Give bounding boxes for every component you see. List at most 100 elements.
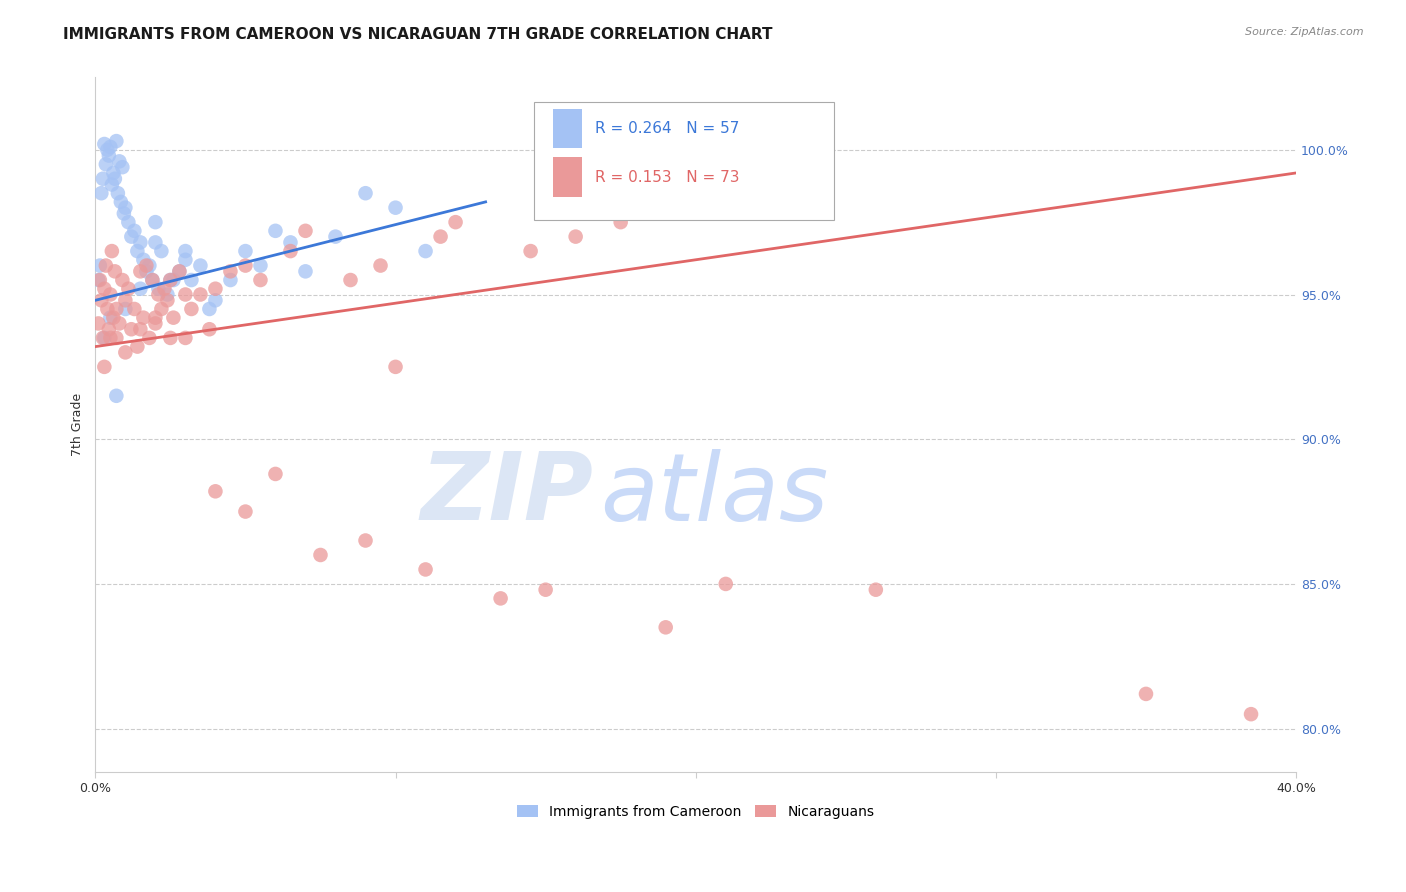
- Point: [93, 331, 115, 345]
- Point: [124, 224, 146, 238]
- Point: [564, 229, 586, 244]
- Point: [96, 301, 118, 316]
- Point: [294, 264, 316, 278]
- FancyBboxPatch shape: [553, 158, 582, 197]
- Point: [429, 229, 451, 244]
- Point: [156, 287, 179, 301]
- Point: [141, 273, 163, 287]
- FancyBboxPatch shape: [534, 102, 834, 219]
- Point: [219, 273, 242, 287]
- Point: [384, 201, 406, 215]
- Point: [111, 160, 134, 174]
- Point: [865, 582, 887, 597]
- Point: [1135, 687, 1157, 701]
- Point: [145, 235, 167, 250]
- Point: [104, 264, 127, 278]
- Text: R = 0.264   N = 57: R = 0.264 N = 57: [595, 120, 740, 136]
- Point: [370, 259, 392, 273]
- Point: [96, 143, 118, 157]
- Point: [145, 215, 167, 229]
- Point: [98, 140, 121, 154]
- Point: [114, 293, 136, 308]
- Point: [415, 562, 437, 576]
- Point: [198, 322, 221, 336]
- Point: [339, 273, 361, 287]
- Point: [235, 259, 257, 273]
- Point: [145, 317, 167, 331]
- Point: [162, 310, 184, 325]
- Point: [148, 282, 170, 296]
- Text: IMMIGRANTS FROM CAMEROON VS NICARAGUAN 7TH GRADE CORRELATION CHART: IMMIGRANTS FROM CAMEROON VS NICARAGUAN 7…: [63, 27, 773, 42]
- Point: [89, 259, 111, 273]
- Point: [156, 293, 179, 308]
- Point: [159, 273, 181, 287]
- Point: [138, 331, 160, 345]
- Point: [103, 310, 125, 325]
- Point: [654, 620, 676, 634]
- Point: [89, 273, 111, 287]
- Point: [112, 206, 135, 220]
- Point: [94, 259, 117, 273]
- Point: [104, 171, 127, 186]
- Point: [309, 548, 332, 562]
- Point: [162, 273, 184, 287]
- Point: [280, 244, 302, 258]
- Point: [94, 157, 117, 171]
- Point: [153, 282, 176, 296]
- Point: [129, 282, 152, 296]
- Point: [235, 244, 257, 258]
- Point: [169, 264, 191, 278]
- Point: [775, 120, 797, 134]
- Point: [97, 148, 120, 162]
- Point: [1240, 707, 1263, 722]
- Point: [354, 186, 377, 201]
- Point: [98, 287, 121, 301]
- Point: [280, 235, 302, 250]
- Point: [354, 533, 377, 548]
- Point: [117, 215, 139, 229]
- Point: [91, 171, 114, 186]
- Point: [120, 229, 142, 244]
- Point: [159, 331, 181, 345]
- Point: [180, 301, 202, 316]
- Point: [204, 293, 226, 308]
- Point: [174, 252, 197, 267]
- Text: ZIP: ZIP: [420, 448, 593, 541]
- Point: [132, 252, 155, 267]
- Point: [174, 244, 197, 258]
- Point: [519, 244, 541, 258]
- Point: [174, 331, 197, 345]
- Point: [264, 224, 287, 238]
- Point: [609, 215, 631, 229]
- Point: [90, 293, 112, 308]
- Point: [384, 359, 406, 374]
- Point: [101, 178, 124, 192]
- Y-axis label: 7th Grade: 7th Grade: [72, 393, 84, 457]
- Point: [93, 136, 115, 151]
- Text: R = 0.153   N = 73: R = 0.153 N = 73: [595, 169, 740, 185]
- Point: [98, 331, 121, 345]
- Point: [114, 301, 136, 316]
- Point: [264, 467, 287, 481]
- Point: [169, 264, 191, 278]
- Point: [198, 301, 221, 316]
- Point: [534, 582, 557, 597]
- Point: [87, 317, 110, 331]
- Point: [117, 282, 139, 296]
- Point: [249, 259, 271, 273]
- Point: [148, 287, 170, 301]
- Point: [150, 301, 173, 316]
- Point: [98, 310, 121, 325]
- Point: [105, 134, 128, 148]
- Text: Source: ZipAtlas.com: Source: ZipAtlas.com: [1246, 27, 1364, 37]
- Point: [127, 244, 149, 258]
- Point: [93, 282, 115, 296]
- Text: atlas: atlas: [599, 449, 828, 540]
- Point: [114, 201, 136, 215]
- Point: [174, 287, 197, 301]
- Point: [132, 310, 155, 325]
- Point: [87, 273, 110, 287]
- Point: [111, 273, 134, 287]
- Point: [204, 282, 226, 296]
- Point: [127, 340, 149, 354]
